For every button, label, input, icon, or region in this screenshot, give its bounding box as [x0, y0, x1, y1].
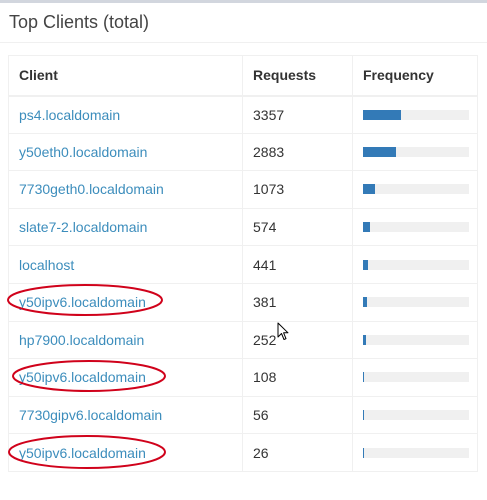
requests-count: 56 [242, 395, 353, 435]
frequency-bar-fill [363, 222, 370, 233]
table-header-row: Client Requests Frequency [8, 55, 478, 97]
table-row: y50ipv6.localdomain 108 [8, 358, 478, 397]
client-cell: localhost [8, 245, 243, 284]
frequency-bar-fill [363, 410, 365, 421]
table-row: ps4.localdomain 3357 [8, 95, 478, 134]
client-cell: y50ipv6.localdomain [8, 433, 243, 472]
requests-count: 252 [242, 320, 353, 360]
client-cell: hp7900.localdomain [8, 320, 243, 360]
table-row: 7730geth0.localdomain 1073 [8, 170, 478, 209]
panel-title: Top Clients (total) [9, 12, 150, 32]
frequency-bar-track [363, 334, 469, 345]
frequency-bar-track [363, 222, 469, 233]
frequency-cell [352, 282, 478, 322]
requests-count: 3357 [242, 95, 353, 134]
table-row: localhost 441 [8, 245, 478, 284]
requests-count: 381 [242, 282, 353, 322]
frequency-bar-track [363, 297, 469, 308]
frequency-bar-fill [363, 447, 365, 458]
frequency-bar-track [363, 184, 469, 195]
requests-count: 2883 [242, 132, 353, 172]
frequency-bar-track [363, 410, 469, 421]
frequency-bar-track [363, 146, 469, 157]
frequency-cell [352, 358, 478, 397]
client-cell: y50eth0.localdomain [8, 132, 243, 172]
frequency-cell [352, 245, 478, 284]
frequency-cell [352, 320, 478, 360]
requests-count: 441 [242, 245, 353, 284]
column-header-client[interactable]: Client [8, 55, 243, 97]
client-cell: 7730geth0.localdomain [8, 170, 243, 209]
client-link[interactable]: y50eth0.localdomain [19, 143, 148, 160]
frequency-bar-fill [363, 184, 376, 195]
table-row: hp7900.localdomain 252 [8, 320, 478, 360]
client-cell: slate7-2.localdomain [8, 207, 243, 247]
frequency-cell [352, 95, 478, 134]
table-row: y50ipv6.localdomain 26 [8, 433, 478, 472]
client-cell: ps4.localdomain [8, 95, 243, 134]
panel-body: Client Requests Frequency ps4.localdomai… [8, 55, 478, 472]
client-link[interactable]: localhost [19, 256, 75, 273]
frequency-bar-fill [363, 146, 396, 157]
frequency-cell [352, 170, 478, 209]
client-link[interactable]: y50ipv6.localdomain [19, 444, 146, 461]
frequency-bar-track [363, 447, 469, 458]
frequency-bar-fill [363, 297, 368, 308]
table-row: y50eth0.localdomain 2883 [8, 132, 478, 172]
frequency-bar-track [363, 372, 469, 383]
requests-count: 108 [242, 358, 353, 397]
frequency-cell [352, 207, 478, 247]
column-header-frequency[interactable]: Frequency [352, 55, 478, 97]
requests-count: 1073 [242, 170, 353, 209]
frequency-cell [352, 395, 478, 435]
client-link[interactable]: 7730geth0.localdomain [19, 181, 164, 198]
client-cell: 7730gipv6.localdomain [8, 395, 243, 435]
frequency-bar-fill [363, 259, 368, 270]
frequency-bar-fill [363, 109, 402, 120]
client-link[interactable]: hp7900.localdomain [19, 331, 145, 348]
client-link[interactable]: y50ipv6.localdomain [19, 294, 146, 311]
frequency-cell [352, 433, 478, 472]
client-cell: y50ipv6.localdomain [8, 282, 243, 322]
table-row: 7730gipv6.localdomain 56 [8, 395, 478, 435]
frequency-bar-fill [363, 334, 366, 345]
panel-header: Top Clients (total) [0, 3, 487, 43]
table-row: slate7-2.localdomain 574 [8, 207, 478, 247]
table-body: ps4.localdomain 3357 y50eth0.localdomain… [8, 95, 478, 472]
frequency-bar-track [363, 109, 469, 120]
frequency-bar-track [363, 259, 469, 270]
requests-count: 574 [242, 207, 353, 247]
frequency-cell [352, 132, 478, 172]
client-link[interactable]: slate7-2.localdomain [19, 219, 148, 236]
client-link[interactable]: 7730gipv6.localdomain [19, 407, 163, 424]
client-link[interactable]: ps4.localdomain [19, 106, 121, 123]
table-row: y50ipv6.localdomain 381 [8, 282, 478, 322]
requests-count: 26 [242, 433, 353, 472]
frequency-bar-fill [363, 372, 365, 383]
client-cell: y50ipv6.localdomain [8, 358, 243, 397]
column-header-requests[interactable]: Requests [242, 55, 353, 97]
top-clients-table: Client Requests Frequency ps4.localdomai… [8, 55, 478, 472]
client-link[interactable]: y50ipv6.localdomain [19, 369, 146, 386]
